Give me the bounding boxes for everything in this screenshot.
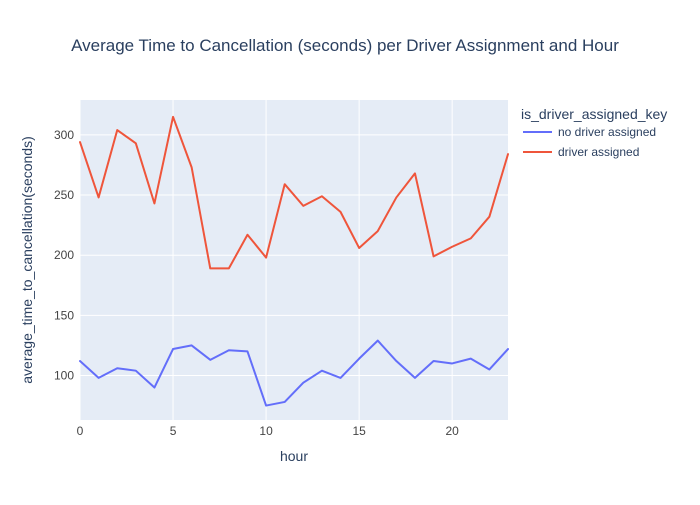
y-tick-label: 150 bbox=[54, 308, 74, 322]
legend-title: is_driver_assigned_key bbox=[521, 106, 667, 122]
x-axis-label: hour bbox=[280, 448, 308, 464]
series-line-driver-assigned bbox=[79, 115, 509, 270]
x-tick-label: 0 bbox=[77, 424, 84, 438]
legend-label: driver assigned bbox=[558, 145, 639, 159]
series-layer bbox=[79, 115, 509, 407]
chart-title: Average Time to Cancellation (seconds) p… bbox=[71, 36, 619, 55]
series-line-no-driver-assigned bbox=[79, 339, 509, 407]
tick-layer: 0 5 10 15 20 100 150 200 250 300 bbox=[54, 128, 459, 438]
plot-area bbox=[80, 100, 508, 420]
y-tick-label: 200 bbox=[54, 248, 74, 262]
y-tick-label: 100 bbox=[54, 368, 74, 382]
y-tick-label: 300 bbox=[54, 128, 74, 142]
x-tick-label: 10 bbox=[259, 424, 273, 438]
legend-label: no driver assigned bbox=[558, 125, 656, 139]
y-axis-label: average_time_to_cancellation(seconds) bbox=[19, 136, 35, 383]
x-tick-label: 5 bbox=[170, 424, 177, 438]
x-tick-label: 15 bbox=[352, 424, 366, 438]
x-tick-label: 20 bbox=[445, 424, 459, 438]
y-tick-label: 250 bbox=[54, 188, 74, 202]
legend-items: no driver assigned driver assigned bbox=[523, 125, 656, 159]
legend: is_driver_assigned_key no driver assigne… bbox=[521, 106, 667, 159]
